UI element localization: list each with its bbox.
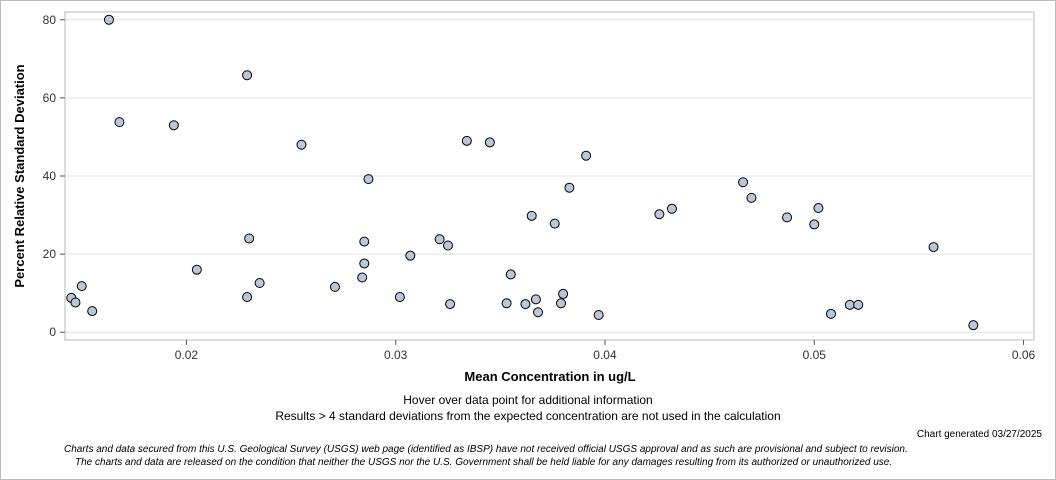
data-point[interactable] (442, 240, 453, 251)
data-point[interactable] (242, 292, 253, 303)
data-point[interactable] (445, 299, 456, 310)
data-points[interactable] (66, 14, 979, 331)
data-point[interactable] (558, 288, 569, 299)
data-point[interactable] (968, 320, 979, 331)
data-point[interactable] (405, 250, 416, 261)
data-point[interactable] (296, 139, 307, 150)
y-tick-label: 80 (43, 13, 57, 27)
data-point[interactable] (357, 272, 368, 283)
data-point[interactable] (738, 177, 749, 188)
data-point[interactable] (76, 281, 87, 292)
y-tick-label: 0 (49, 325, 56, 339)
data-point[interactable] (549, 218, 560, 229)
data-point[interactable] (87, 306, 98, 317)
data-point[interactable] (844, 299, 855, 310)
x-axis-title: Mean Concentration in ug/L (464, 369, 635, 384)
data-point[interactable] (394, 292, 405, 303)
data-point[interactable] (359, 236, 370, 247)
data-point[interactable] (329, 281, 340, 292)
data-point[interactable] (532, 307, 543, 318)
data-point[interactable] (70, 297, 81, 308)
hover-note: Hover over data point for additional inf… (403, 393, 653, 407)
data-point[interactable] (363, 174, 374, 185)
data-point[interactable] (520, 299, 531, 310)
data-point[interactable] (666, 203, 677, 214)
disclaimer-line-1: Charts and data secured from this U.S. G… (64, 444, 908, 455)
data-point[interactable] (853, 299, 864, 310)
data-point[interactable] (114, 117, 125, 128)
data-point[interactable] (813, 203, 824, 214)
axis-ticks: 0 20 40 60 80 0.02 0.03 0.04 0.05 0.06 (43, 13, 1036, 362)
data-point[interactable] (526, 210, 537, 221)
data-point[interactable] (825, 308, 836, 319)
data-point[interactable] (168, 120, 179, 131)
x-tick-label: 0.06 (1012, 348, 1036, 362)
data-point[interactable] (359, 258, 370, 269)
data-point[interactable] (556, 298, 567, 309)
data-point[interactable] (254, 277, 265, 288)
y-tick-label: 20 (43, 247, 57, 261)
y-axis-title: Percent Relative Standard Deviation (12, 64, 27, 287)
data-point[interactable] (244, 233, 255, 244)
data-point[interactable] (191, 264, 202, 275)
scatter-chart: 0 20 40 60 80 0.02 0.03 0.04 0.05 0.06 Mean Conce… (12, 11, 1036, 384)
data-point[interactable] (581, 150, 592, 161)
y-tick-label: 40 (43, 169, 57, 183)
x-tick-label: 0.05 (803, 348, 827, 362)
data-point[interactable] (434, 234, 445, 245)
data-point[interactable] (809, 219, 820, 230)
data-point[interactable] (746, 192, 757, 203)
x-tick-label: 0.03 (384, 348, 408, 362)
x-tick-label: 0.02 (175, 348, 199, 362)
results-note: Results > 4 standard deviations from the… (275, 409, 781, 423)
data-point[interactable] (593, 310, 604, 321)
data-point[interactable] (242, 70, 253, 81)
data-point[interactable] (564, 182, 575, 193)
data-point[interactable] (484, 137, 495, 148)
data-point[interactable] (530, 294, 541, 305)
y-tick-label: 60 (43, 91, 57, 105)
x-tick-label: 0.04 (593, 348, 617, 362)
data-point[interactable] (501, 298, 512, 309)
disclaimer-line-2: The charts and data are released on the … (75, 457, 893, 468)
data-point[interactable] (928, 242, 939, 253)
data-point[interactable] (782, 212, 793, 223)
data-point[interactable] (461, 135, 472, 146)
data-point[interactable] (103, 14, 114, 25)
grid-lines (65, 19, 1034, 333)
chart-generated-date: Chart generated 03/27/2025 (916, 429, 1042, 440)
data-point[interactable] (505, 269, 516, 280)
data-point[interactable] (654, 209, 665, 220)
